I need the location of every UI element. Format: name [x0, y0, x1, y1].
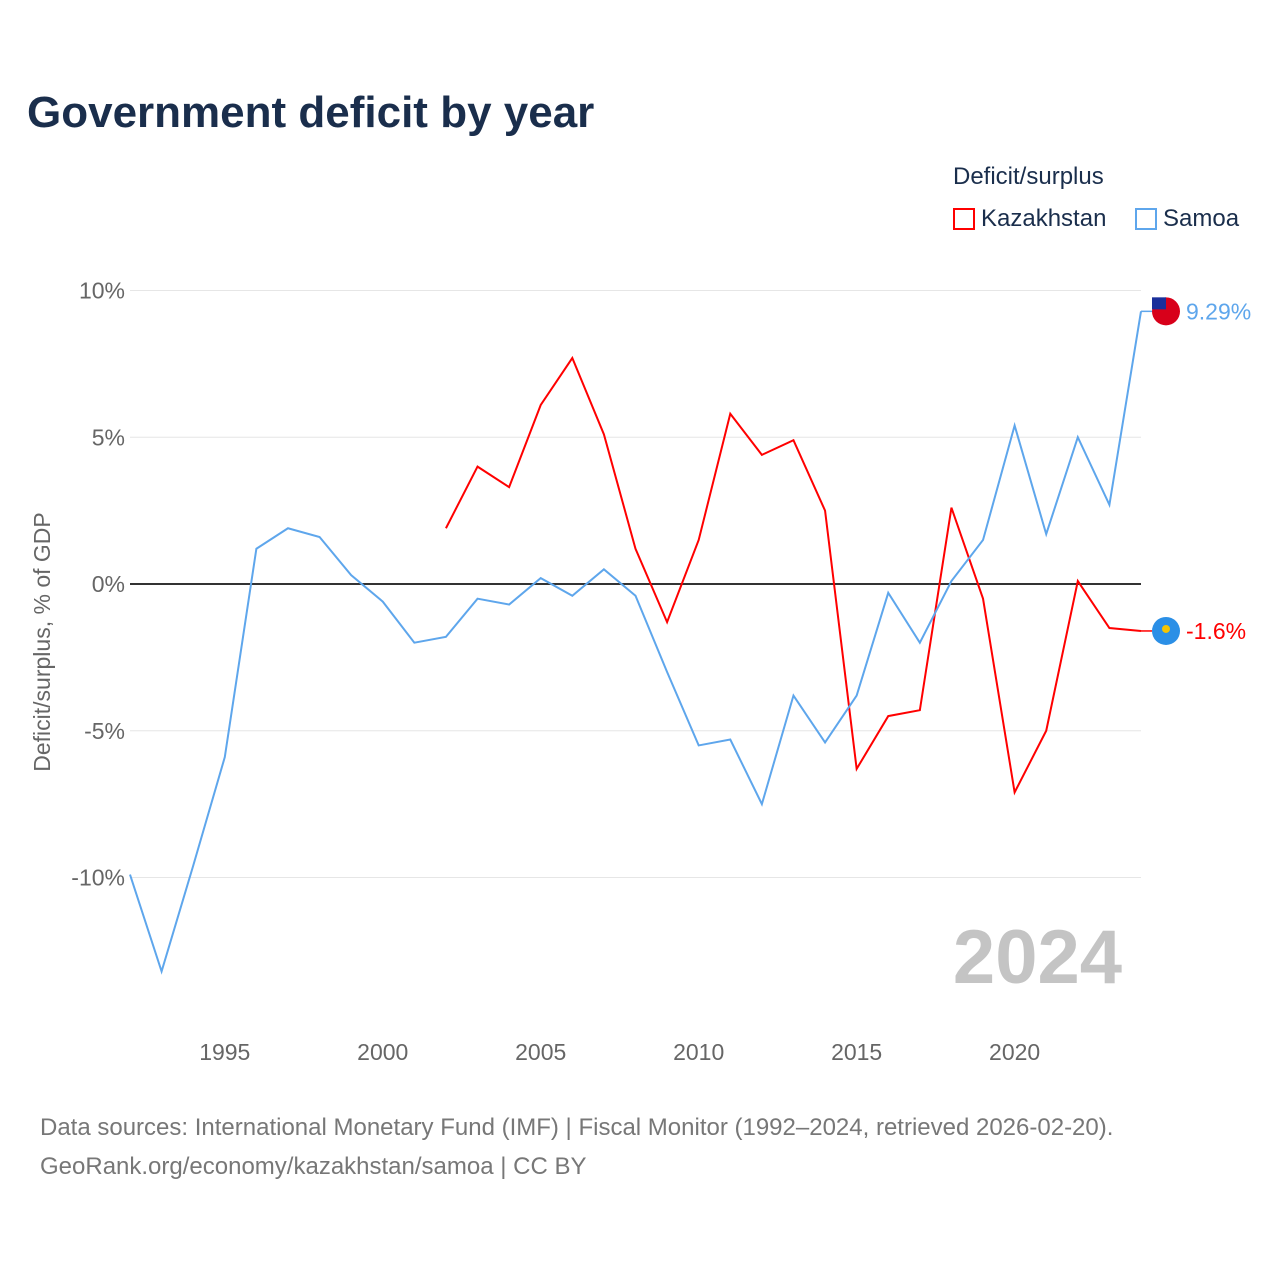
legend-label: Samoa — [1163, 205, 1240, 232]
legend-item-kazakhstan[interactable]: Kazakhstan — [953, 205, 1106, 233]
legend-item-samoa[interactable]: Samoa — [1135, 205, 1239, 233]
legend-label: Kazakhstan — [981, 205, 1107, 232]
flag-canton — [1152, 297, 1166, 310]
y-tick-label: -5% — [84, 718, 125, 744]
end-value-label: -1.6% — [1186, 618, 1246, 644]
flag-sun — [1162, 624, 1170, 633]
year-watermark: 2024 — [953, 915, 1122, 1000]
x-tick-label: 2000 — [357, 1039, 408, 1065]
series-line-samoa — [129, 311, 1142, 975]
x-tick-label: 2005 — [515, 1039, 566, 1065]
legend-swatch-samoa — [1135, 208, 1157, 230]
legend-swatch-kazakhstan — [953, 208, 975, 230]
x-tick-label: 1995 — [199, 1039, 250, 1065]
series-line-kazakhstan — [445, 355, 1142, 796]
y-tick-label: 10% — [79, 278, 125, 304]
y-tick-label: -10% — [71, 865, 125, 891]
source-link[interactable]: GeoRank.org/economy/kazakhstan/samoa | C… — [40, 1153, 587, 1180]
x-tick-label: 2010 — [673, 1039, 724, 1065]
y-axis-label: Deficit/surplus, % of GDP — [29, 512, 55, 771]
legend-title: Deficit/surplus — [953, 163, 1104, 190]
source-line: Data sources: International Monetary Fun… — [40, 1114, 1114, 1141]
source-note: Data sources: International Monetary Fun… — [40, 1108, 1113, 1186]
y-tick-label: 5% — [92, 424, 125, 450]
y-tick-label: 0% — [92, 571, 125, 597]
end-value-label: 9.29% — [1186, 298, 1251, 324]
chart-title: Government deficit by year — [27, 88, 595, 137]
x-tick-label: 2015 — [831, 1039, 882, 1065]
x-tick-label: 2020 — [989, 1039, 1040, 1065]
